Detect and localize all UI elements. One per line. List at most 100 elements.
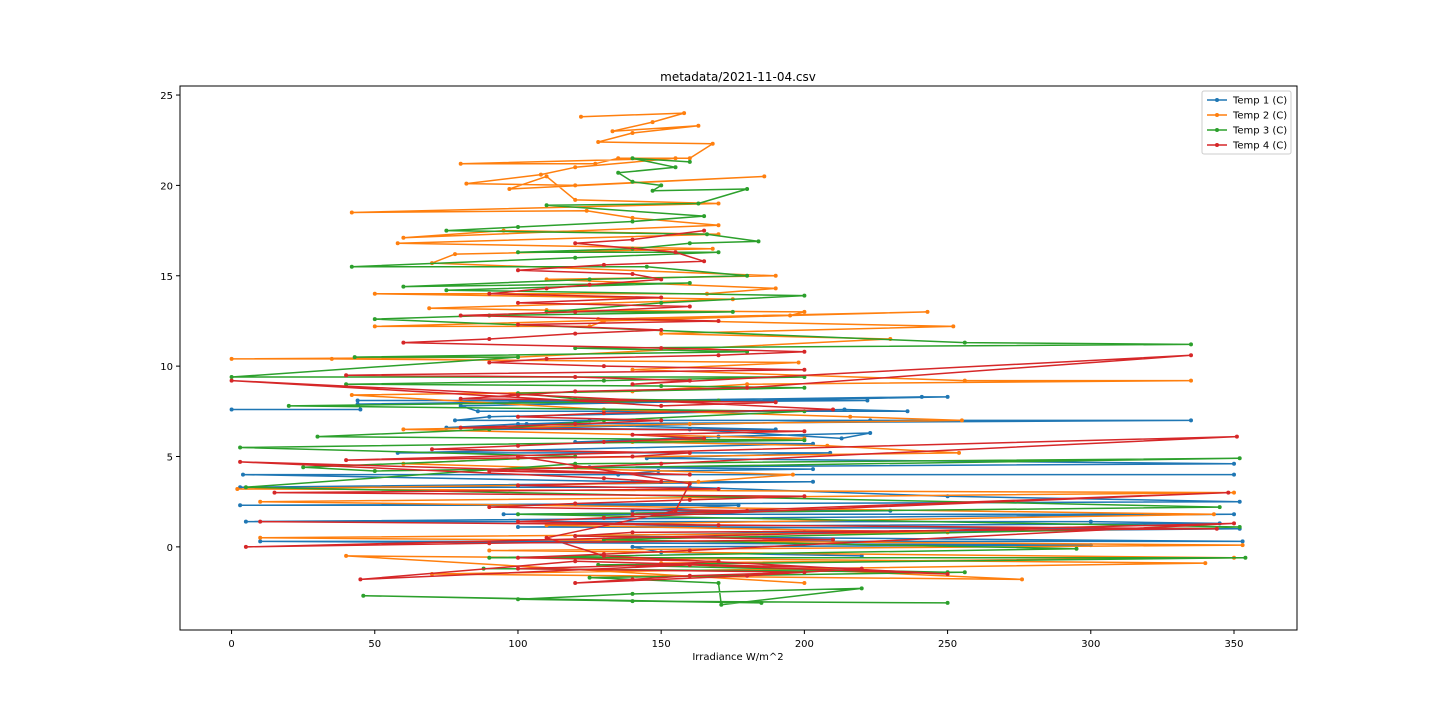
data-point <box>945 394 950 399</box>
series-3 <box>229 156 1248 607</box>
data-point <box>831 407 835 412</box>
data-point <box>842 407 847 412</box>
data-point <box>516 483 520 488</box>
data-point <box>601 515 606 520</box>
data-point <box>716 559 721 564</box>
legend-label: Temp 3 (C) <box>1232 126 1287 137</box>
data-point <box>516 355 520 360</box>
data-point <box>516 300 520 305</box>
data-point <box>243 544 248 549</box>
data-point <box>344 373 349 378</box>
x-tick-label: 50 <box>368 639 381 650</box>
data-point <box>516 525 520 529</box>
data-point <box>962 378 967 383</box>
chart-title: metadata/2021-11-04.csv <box>660 70 816 84</box>
data-point <box>802 309 807 314</box>
data-point <box>673 508 678 513</box>
data-point <box>687 450 692 455</box>
data-point <box>702 228 707 233</box>
data-point <box>596 140 601 144</box>
data-point <box>487 505 492 510</box>
data-point <box>659 300 664 305</box>
plot-frame <box>179 85 1298 631</box>
data-point <box>516 422 520 426</box>
data-point <box>444 228 449 233</box>
legend-swatch-marker <box>1215 143 1219 147</box>
data-point <box>487 414 492 419</box>
data-point <box>687 497 692 502</box>
data-point <box>1237 456 1242 461</box>
data-point <box>573 241 578 246</box>
data-point <box>573 375 578 379</box>
data-point <box>962 570 967 575</box>
data-point <box>573 331 578 336</box>
data-point <box>243 485 248 490</box>
data-point <box>745 382 750 387</box>
data-point <box>458 161 463 166</box>
data-point <box>487 541 492 546</box>
data-point <box>1232 490 1236 495</box>
data-point <box>730 309 735 314</box>
data-point <box>372 291 377 296</box>
data-point <box>1240 543 1245 548</box>
data-point <box>630 591 635 596</box>
data-point <box>258 535 263 540</box>
data-point <box>687 241 692 246</box>
data-point <box>905 409 910 414</box>
data-point <box>601 262 606 267</box>
data-point <box>696 201 701 206</box>
legend-swatch-marker <box>1215 113 1219 117</box>
data-point <box>1189 418 1193 423</box>
data-point <box>487 360 492 365</box>
data-point <box>1232 512 1236 517</box>
y-tick-label: 0 <box>167 543 173 554</box>
data-point <box>687 422 692 426</box>
data-point <box>945 572 950 576</box>
data-point <box>710 246 715 251</box>
data-point <box>487 469 492 473</box>
data-point <box>716 581 721 585</box>
data-point <box>458 313 463 318</box>
data-point <box>229 378 234 383</box>
data-point <box>501 512 506 517</box>
data-point <box>630 156 635 161</box>
data-point <box>1189 378 1193 383</box>
data-point <box>644 264 649 269</box>
data-point <box>630 131 635 135</box>
data-point <box>630 219 635 224</box>
data-point <box>859 586 864 591</box>
data-point <box>687 159 692 164</box>
data-point <box>258 539 263 544</box>
y-tick-label: 5 <box>167 452 173 463</box>
data-point <box>587 575 592 580</box>
data-point <box>719 602 724 607</box>
data-point <box>630 530 635 535</box>
data-point <box>630 577 635 582</box>
data-point <box>344 382 349 387</box>
data-point <box>1189 342 1193 347</box>
data-point <box>1232 461 1236 466</box>
data-point <box>710 141 715 146</box>
data-point <box>1237 499 1242 504</box>
data-point <box>516 454 520 459</box>
data-point <box>458 403 463 408</box>
data-point <box>802 429 807 434</box>
data-point <box>745 385 750 390</box>
y-tick-label: 15 <box>160 272 173 283</box>
data-point <box>344 458 349 463</box>
data-point <box>329 356 334 361</box>
data-point <box>358 577 363 582</box>
data-point <box>453 418 457 423</box>
data-point <box>659 418 664 423</box>
data-point <box>507 187 512 191</box>
data-point <box>1232 521 1236 526</box>
data-point <box>716 319 721 323</box>
data-point <box>1020 577 1024 582</box>
y-tick-label: 20 <box>160 181 173 192</box>
data-point <box>1240 539 1245 544</box>
data-point <box>258 499 263 504</box>
data-point <box>355 398 360 403</box>
data-point <box>630 454 635 459</box>
data-point <box>716 523 721 528</box>
data-point <box>544 174 549 179</box>
